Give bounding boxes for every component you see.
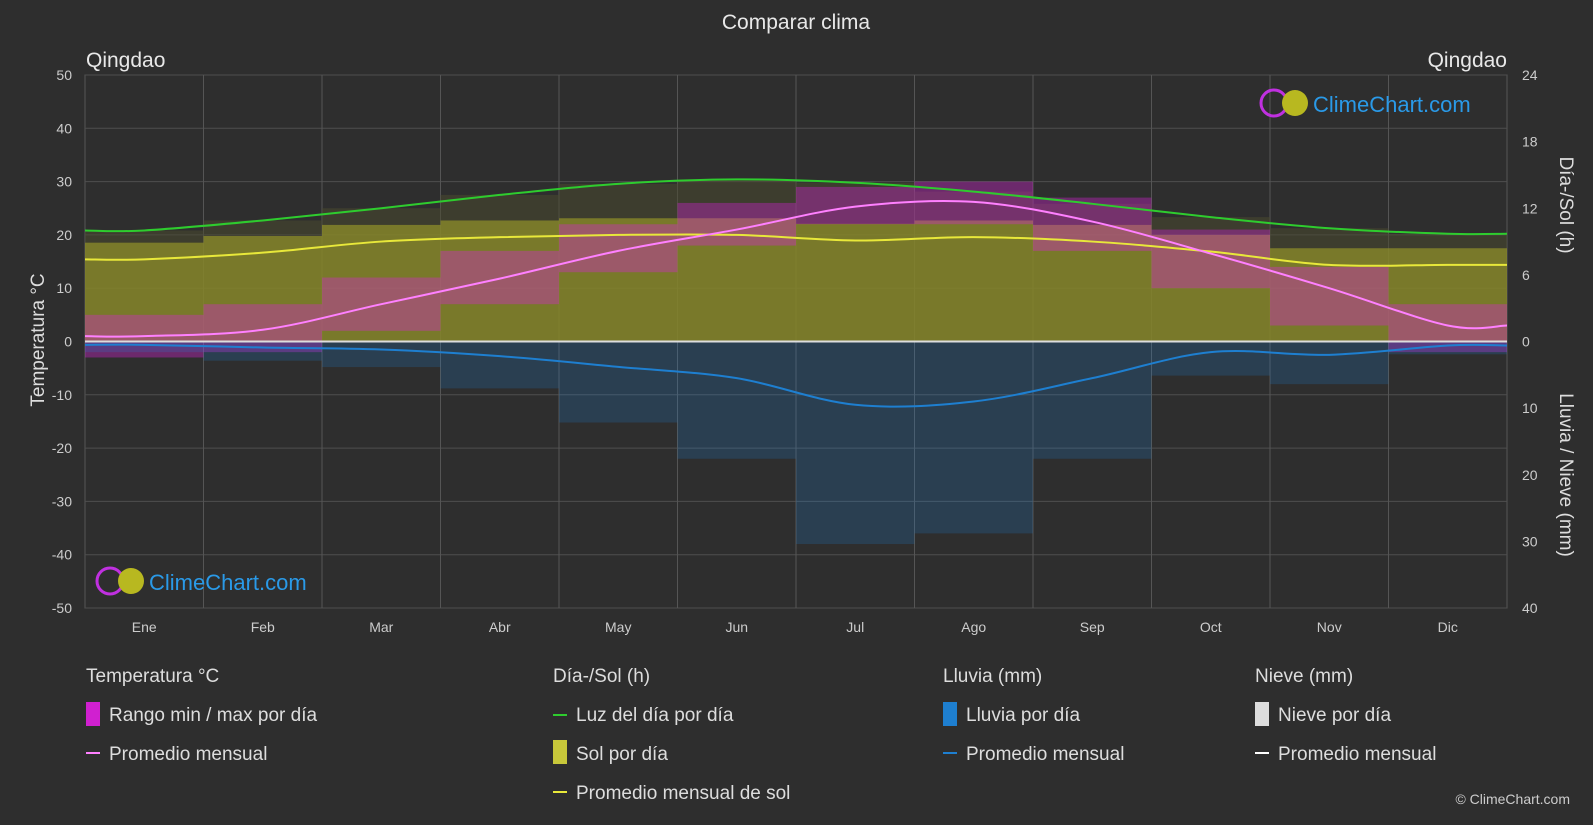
sunshine-bar	[559, 218, 678, 342]
rain-bar	[1388, 341, 1507, 355]
month-tick-label: Sep	[1080, 619, 1105, 635]
right-top-tick-label: 24	[1522, 67, 1538, 83]
legend-rain: Lluvia por día	[966, 705, 1081, 726]
location-left: Qingdao	[86, 49, 165, 72]
chart-title: Comparar clima	[722, 11, 871, 34]
logo-sun-icon	[118, 568, 144, 594]
series-lines	[84, 178, 1508, 408]
right-top-tick-label: 12	[1522, 200, 1538, 216]
left-tick-label: 50	[56, 67, 72, 83]
right-bottom-tick-label: 40	[1522, 600, 1538, 616]
legend-snow-header: Nieve (mm)	[1255, 666, 1353, 687]
left-tick-label: 0	[64, 334, 72, 350]
rain-bars	[85, 341, 1507, 545]
right-top-tick-label: 18	[1522, 134, 1538, 150]
left-tick-label: -30	[52, 493, 72, 509]
month-tick-label: Nov	[1317, 619, 1342, 635]
left-tick-label: 40	[56, 120, 72, 136]
logo-sun-icon	[1282, 90, 1308, 116]
watermark-text: ClimeChart.com	[1313, 92, 1471, 117]
temp-range-bar	[677, 202, 796, 246]
rain-bar	[914, 341, 1033, 534]
rain-bar	[677, 341, 796, 459]
legend-temp-header: Temperatura °C	[86, 666, 219, 687]
right-bottom-axis-label: Lluvia / Nieve (mm)	[1555, 393, 1576, 557]
left-tick-label: 30	[56, 174, 72, 190]
legend-sun-header: Día-/Sol (h)	[553, 666, 650, 687]
rain-bar	[1270, 341, 1389, 385]
rain-bar	[322, 341, 441, 368]
left-tick-label: 20	[56, 227, 72, 243]
axis-ticks: 50 40 30 20 10 0 -10 -20 -30 -40 -50 24 18 12 6 0 10 20 30…	[52, 67, 1538, 635]
rain-bar	[559, 341, 678, 423]
location-right: Qingdao	[1428, 49, 1507, 72]
legend-sun-avg: Promedio mensual de sol	[576, 783, 790, 804]
month-tick-label: Oct	[1200, 619, 1222, 635]
temp-range-bar	[559, 224, 678, 273]
right-bottom-tick-label: 30	[1522, 533, 1538, 549]
month-tick-label: Ene	[132, 619, 157, 635]
left-tick-label: -10	[52, 387, 72, 403]
copyright: © ClimeChart.com	[1455, 791, 1570, 807]
left-tick-label: 10	[56, 280, 72, 296]
left-tick-label: -20	[52, 440, 72, 456]
right-bottom-tick-label: 10	[1522, 400, 1538, 416]
legend-temp-range-swatch	[86, 702, 100, 726]
legend-snow-swatch	[1255, 702, 1269, 726]
rain-bar	[440, 341, 559, 389]
month-tick-label: Abr	[489, 619, 511, 635]
legend-snow-avg: Promedio mensual	[1278, 744, 1436, 765]
legend-daylight: Luz del día por día	[576, 705, 734, 726]
month-tick-label: Feb	[251, 619, 275, 635]
watermark-bottom: ClimeChart.com	[95, 566, 307, 596]
sun-avg-line	[84, 233, 1507, 267]
legend-sun-swatch	[553, 740, 567, 764]
left-tick-label: -50	[52, 600, 72, 616]
rain-bar	[85, 341, 204, 353]
sunshine-bar	[914, 220, 1033, 342]
right-top-tick-label: 6	[1522, 267, 1530, 283]
rain-bar	[203, 341, 322, 361]
watermark-top: ClimeChart.com	[1259, 88, 1471, 118]
legend-snow: Nieve por día	[1278, 705, 1391, 726]
month-tick-label: Jun	[725, 619, 748, 635]
left-tick-label: -40	[52, 547, 72, 563]
legend: Temperatura °C Rango min / max por día P…	[86, 666, 1436, 804]
legend-temp-range: Rango min / max por día	[109, 705, 317, 726]
temp-range-bar	[796, 186, 915, 225]
temp-range-bar	[1033, 197, 1152, 251]
legend-rain-header: Lluvia (mm)	[943, 666, 1042, 687]
month-tick-label: Dic	[1438, 619, 1458, 635]
sunshine-bar	[677, 218, 796, 342]
left-axis-label: Temperatura °C	[28, 273, 49, 406]
month-tick-label: May	[605, 619, 631, 635]
right-top-tick-label: 0	[1522, 334, 1530, 350]
daylight-line	[84, 178, 1508, 236]
rain-avg-line	[84, 343, 1508, 408]
sunshine-bar	[440, 220, 559, 342]
month-tick-label: Ago	[961, 619, 986, 635]
temp-range-bar	[440, 250, 559, 305]
legend-rain-avg: Promedio mensual	[966, 744, 1124, 765]
legend-temp-avg: Promedio mensual	[109, 744, 267, 765]
month-tick-label: Jul	[846, 619, 864, 635]
month-tick-label: Mar	[369, 619, 393, 635]
temp-range-bar	[203, 304, 322, 353]
sunshine-band	[85, 179, 1507, 342]
sunshine-bar	[796, 223, 915, 342]
legend-sun: Sol por día	[576, 744, 668, 765]
legend-rain-swatch	[943, 702, 957, 726]
temp-avg-line	[84, 199, 1508, 338]
rain-bar	[796, 341, 915, 545]
right-bottom-tick-label: 20	[1522, 467, 1538, 483]
right-top-axis-label: Día-/Sol (h)	[1555, 156, 1576, 253]
watermark-text: ClimeChart.com	[149, 570, 307, 595]
sunshine-bar	[1270, 248, 1389, 342]
rain-bar	[1033, 341, 1152, 459]
temp-range-bar	[1151, 229, 1270, 289]
